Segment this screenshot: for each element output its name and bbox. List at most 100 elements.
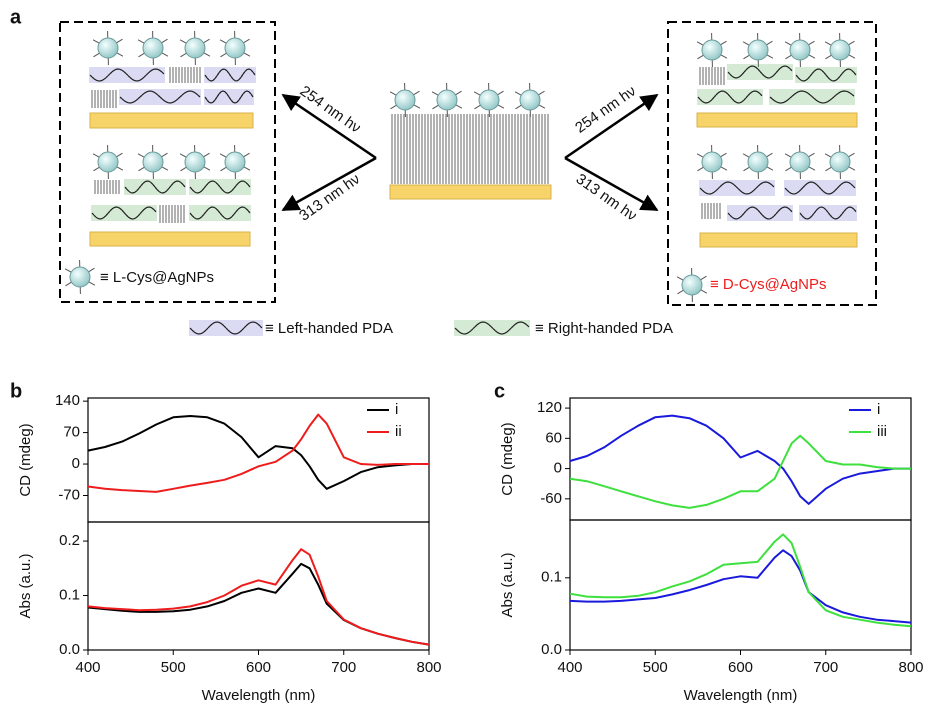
ligand (162, 39, 168, 43)
x-tick-label: 800 (416, 659, 441, 676)
panel-label: a (10, 6, 22, 28)
ligand (138, 53, 144, 57)
x-tick-label: 800 (898, 659, 923, 676)
data-line (88, 416, 429, 489)
ligand (474, 105, 480, 109)
ligand (767, 55, 773, 58)
ligand (498, 91, 504, 95)
nanoparticle (185, 152, 205, 172)
figure: a b c 254 nm hν 313 nm hν 254 nm hν 313 … (0, 0, 934, 706)
panel-label: c (494, 380, 505, 402)
ligand (825, 55, 831, 59)
nanoparticle (185, 38, 205, 58)
y-tick-label: 70 (63, 424, 80, 441)
ligand (93, 167, 99, 171)
ligand (117, 153, 123, 157)
y-axis-label: Abs (a.u.) (499, 552, 516, 617)
ligand (162, 53, 168, 56)
ligand (244, 39, 250, 43)
nanoparticle (748, 152, 768, 172)
ligand (65, 269, 71, 272)
ligand (697, 167, 703, 171)
x-tick-label: 700 (813, 659, 838, 676)
data-line (88, 415, 429, 492)
ligand (180, 167, 186, 171)
ligand (456, 91, 462, 95)
ligand (89, 268, 95, 272)
ligand (697, 55, 703, 59)
ligand (515, 105, 521, 109)
helix (700, 182, 774, 194)
ligand (697, 42, 703, 45)
ligand (220, 40, 226, 43)
nanoparticle (143, 152, 163, 172)
nanoparticle (98, 38, 118, 58)
ligand (721, 167, 727, 170)
ligand (220, 154, 226, 157)
nanoparticle (830, 40, 850, 60)
x-tick-label: 500 (161, 659, 186, 676)
ligand (456, 105, 462, 108)
nanoparticle (70, 267, 90, 287)
ligand (721, 41, 727, 45)
ligand (539, 105, 545, 108)
nanoparticle (520, 90, 540, 110)
helix (785, 182, 855, 194)
y-tick-label: 120 (537, 399, 562, 416)
y-tick-label: 0 (554, 460, 562, 477)
nanoparticle (395, 90, 415, 110)
helix (455, 322, 529, 334)
data-line (570, 436, 911, 508)
ligand (138, 167, 144, 171)
substrate (90, 113, 253, 128)
ligand (701, 290, 707, 293)
ligand (785, 55, 791, 59)
ligand (809, 167, 815, 170)
substrate (700, 233, 857, 247)
ligand (117, 39, 123, 43)
plot-frame (88, 398, 429, 522)
y-tick-label: 140 (55, 392, 80, 409)
ligand (432, 105, 438, 109)
y-tick-label: 0.1 (59, 587, 80, 604)
ligand (743, 55, 749, 59)
ligand (785, 167, 791, 171)
nanoparticle (479, 90, 499, 110)
y-tick-label: -70 (58, 486, 80, 503)
ligand (809, 55, 815, 58)
data-line (88, 564, 429, 645)
ligand (515, 92, 521, 95)
ligand (162, 167, 168, 170)
nanoparticle (682, 275, 702, 295)
x-axis-label: Wavelength (nm) (684, 687, 798, 704)
nanoparticle (437, 90, 457, 110)
substrate (697, 113, 857, 127)
ligand (117, 167, 123, 170)
ligand (414, 105, 420, 108)
ligand (138, 154, 144, 157)
ligand (117, 53, 123, 56)
ligand (697, 154, 703, 157)
helix (205, 69, 255, 81)
ligand (204, 53, 210, 56)
y-axis-label: CD (mdeg) (17, 423, 34, 496)
substrate (390, 185, 551, 199)
nanoparticle (748, 40, 768, 60)
ligand (721, 153, 727, 157)
y-axis-label: Abs (a.u.) (17, 553, 34, 618)
ligand (743, 42, 749, 45)
nanoparticle (98, 152, 118, 172)
ligand (93, 53, 99, 57)
ligand (93, 40, 99, 43)
y-tick-label: 0.0 (541, 641, 562, 658)
ligand (204, 167, 210, 170)
ligand (414, 91, 420, 95)
nanoparticle (702, 40, 722, 60)
legend-label: i (877, 401, 880, 418)
legend-text: ≡ Left-handed PDA (265, 320, 393, 337)
x-axis-label: Wavelength (nm) (202, 687, 316, 704)
ligand (244, 153, 250, 157)
plot-frame (570, 520, 911, 650)
x-tick-label: 600 (728, 659, 753, 676)
